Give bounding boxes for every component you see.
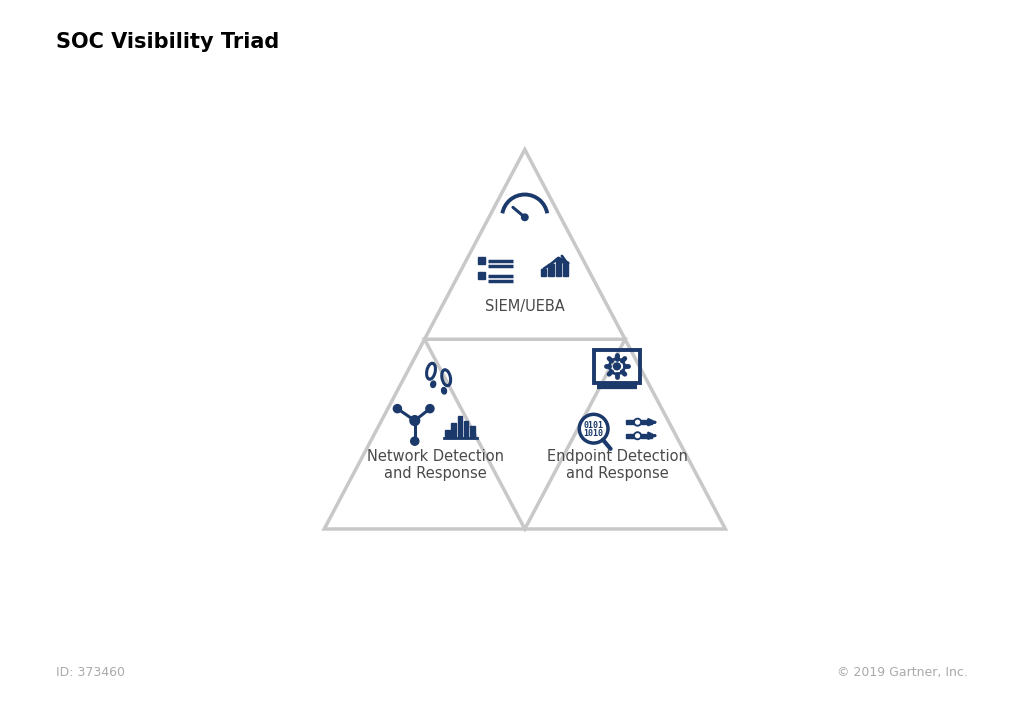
Bar — [445, 429, 450, 438]
Bar — [477, 272, 484, 279]
Ellipse shape — [441, 387, 446, 394]
Circle shape — [613, 363, 621, 370]
Circle shape — [634, 432, 641, 439]
Ellipse shape — [431, 381, 435, 387]
Bar — [626, 420, 638, 425]
Text: ID: 373460: ID: 373460 — [56, 667, 125, 679]
Text: Endpoint Detection
and Response: Endpoint Detection and Response — [547, 448, 687, 481]
Bar — [477, 257, 484, 264]
Bar — [594, 350, 640, 383]
Bar — [556, 258, 561, 276]
Bar — [452, 422, 456, 438]
Circle shape — [521, 214, 528, 220]
Text: SOC Visibility Triad: SOC Visibility Triad — [56, 32, 280, 51]
Text: Network Detection
and Response: Network Detection and Response — [367, 448, 504, 481]
Bar — [641, 420, 651, 425]
Bar — [549, 264, 554, 276]
Circle shape — [636, 420, 639, 424]
Text: 1010: 1010 — [584, 429, 603, 438]
Bar — [563, 262, 568, 276]
Circle shape — [410, 415, 420, 425]
Text: © 2019 Gartner, Inc.: © 2019 Gartner, Inc. — [837, 667, 968, 679]
Bar — [541, 269, 547, 276]
Bar — [641, 434, 651, 438]
Bar — [464, 420, 468, 438]
Circle shape — [634, 418, 641, 426]
Text: 0101: 0101 — [584, 422, 603, 430]
Circle shape — [426, 405, 434, 413]
Bar — [470, 426, 475, 438]
Bar — [458, 416, 462, 438]
Circle shape — [636, 434, 639, 438]
Text: SIEM/UEBA: SIEM/UEBA — [485, 298, 564, 313]
Bar — [626, 434, 638, 438]
Circle shape — [393, 405, 401, 413]
Circle shape — [411, 437, 419, 445]
